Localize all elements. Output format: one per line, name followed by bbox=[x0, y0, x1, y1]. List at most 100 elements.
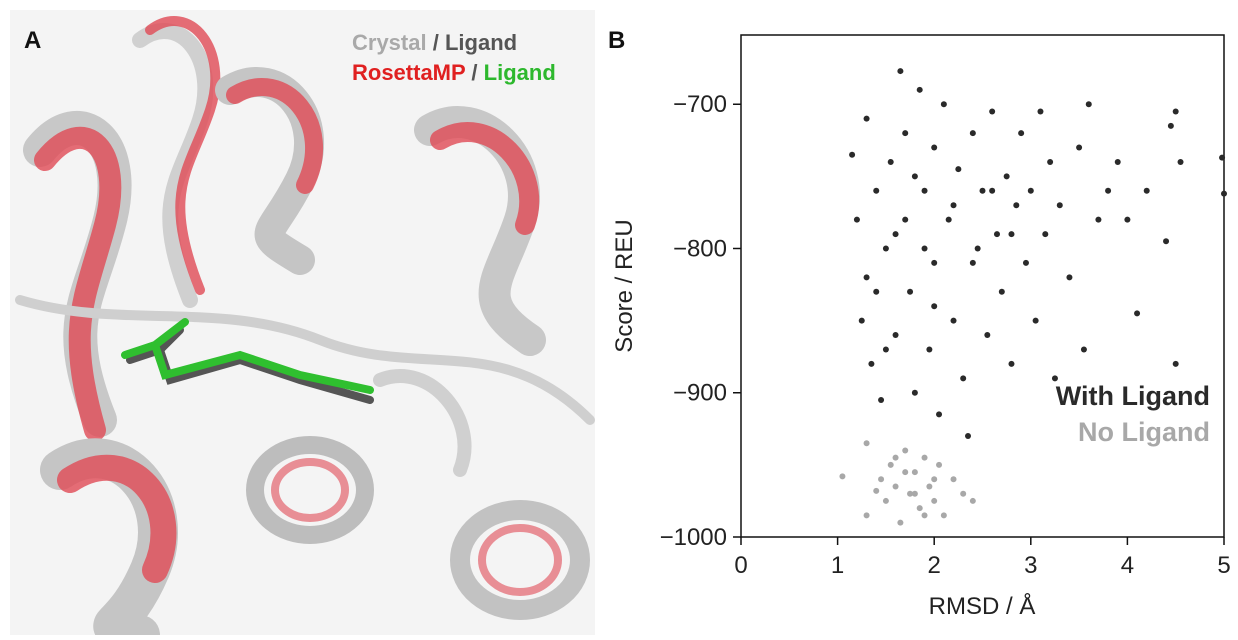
x-tick-label: 1 bbox=[831, 552, 844, 579]
data-point bbox=[960, 375, 967, 382]
legend-entry: With Ligand bbox=[1056, 381, 1210, 411]
data-point bbox=[911, 173, 918, 180]
data-point bbox=[849, 151, 856, 158]
data-point bbox=[974, 245, 981, 252]
data-point bbox=[873, 187, 880, 194]
data-point bbox=[878, 396, 885, 403]
data-point bbox=[878, 476, 885, 483]
data-point bbox=[1051, 375, 1058, 382]
legend-entry: No Ligand bbox=[1078, 417, 1210, 447]
data-point bbox=[1085, 101, 1092, 108]
data-point bbox=[863, 115, 870, 122]
data-point bbox=[1080, 346, 1087, 353]
data-point bbox=[969, 259, 976, 266]
data-point bbox=[931, 144, 938, 151]
data-point bbox=[1167, 122, 1174, 129]
data-point bbox=[1172, 108, 1179, 115]
data-point bbox=[892, 483, 899, 490]
data-point bbox=[1163, 238, 1170, 245]
data-point bbox=[887, 461, 894, 468]
data-point bbox=[931, 497, 938, 504]
data-point bbox=[887, 158, 894, 165]
legend-line: RosettaMP / Ligand bbox=[352, 60, 556, 85]
data-point bbox=[897, 519, 904, 526]
data-point bbox=[950, 202, 957, 209]
data-point bbox=[945, 216, 952, 223]
data-point bbox=[907, 490, 914, 497]
data-point bbox=[882, 497, 889, 504]
x-tick-label: 4 bbox=[1121, 552, 1134, 579]
data-point bbox=[931, 303, 938, 310]
data-point bbox=[911, 490, 918, 497]
data-point bbox=[921, 512, 928, 519]
data-point bbox=[1013, 202, 1020, 209]
data-point bbox=[1172, 360, 1179, 367]
data-point bbox=[873, 288, 880, 295]
data-point bbox=[1124, 216, 1131, 223]
data-point bbox=[1047, 158, 1054, 165]
y-tick-label: −900 bbox=[673, 380, 727, 407]
data-point bbox=[868, 360, 875, 367]
data-point bbox=[839, 473, 846, 480]
data-point bbox=[892, 332, 899, 339]
data-point bbox=[897, 68, 904, 75]
data-point bbox=[1221, 190, 1227, 197]
data-point bbox=[965, 433, 972, 440]
data-point bbox=[936, 461, 943, 468]
data-point bbox=[998, 288, 1005, 295]
data-point bbox=[1066, 274, 1073, 281]
data-point bbox=[960, 490, 967, 497]
data-point bbox=[907, 288, 914, 295]
x-tick-label: 0 bbox=[734, 552, 747, 579]
data-point bbox=[989, 108, 996, 115]
ribbons bbox=[15, 16, 595, 640]
data-point bbox=[969, 497, 976, 504]
data-point bbox=[1177, 158, 1184, 165]
data-point bbox=[882, 346, 889, 353]
panel-label: B bbox=[608, 27, 625, 54]
data-point bbox=[863, 440, 870, 447]
y-axis-label: Score / REU bbox=[611, 219, 638, 352]
data-point bbox=[1037, 108, 1044, 115]
data-point bbox=[926, 346, 933, 353]
data-point bbox=[902, 216, 909, 223]
y-tick-label: −1000 bbox=[660, 524, 727, 551]
panel-label: A bbox=[24, 27, 41, 54]
data-point bbox=[1095, 216, 1102, 223]
data-point bbox=[1018, 130, 1025, 137]
data-point bbox=[902, 130, 909, 137]
data-point bbox=[950, 317, 957, 324]
data-point bbox=[1056, 202, 1063, 209]
data-point bbox=[936, 411, 943, 418]
data-point bbox=[902, 469, 909, 476]
legend-text: RosettaMP bbox=[352, 60, 465, 85]
data-point bbox=[1008, 231, 1015, 238]
data-point bbox=[882, 245, 889, 252]
data-point bbox=[950, 476, 957, 483]
legend-text: Ligand bbox=[484, 60, 556, 85]
x-tick-label: 2 bbox=[928, 552, 941, 579]
y-tick-label: −700 bbox=[673, 91, 727, 118]
plot-frame bbox=[740, 34, 1225, 538]
data-point bbox=[1022, 259, 1029, 266]
legend-text: / bbox=[471, 60, 477, 85]
data-point bbox=[989, 187, 996, 194]
data-point bbox=[1076, 144, 1083, 151]
data-point bbox=[873, 487, 880, 494]
data-point bbox=[931, 259, 938, 266]
data-point bbox=[916, 86, 923, 93]
x-axis-label: RMSD / Å bbox=[929, 592, 1036, 620]
data-point bbox=[916, 505, 923, 512]
data-point bbox=[858, 317, 865, 324]
data-point bbox=[984, 332, 991, 339]
legend-text: / bbox=[433, 30, 439, 55]
data-point bbox=[921, 245, 928, 252]
x-tick-label: 5 bbox=[1217, 552, 1230, 579]
data-point bbox=[911, 469, 918, 476]
data-point bbox=[853, 216, 860, 223]
legend-text: Crystal bbox=[352, 30, 427, 55]
data-point bbox=[1105, 187, 1112, 194]
data-point bbox=[921, 187, 928, 194]
data-point bbox=[979, 187, 986, 194]
